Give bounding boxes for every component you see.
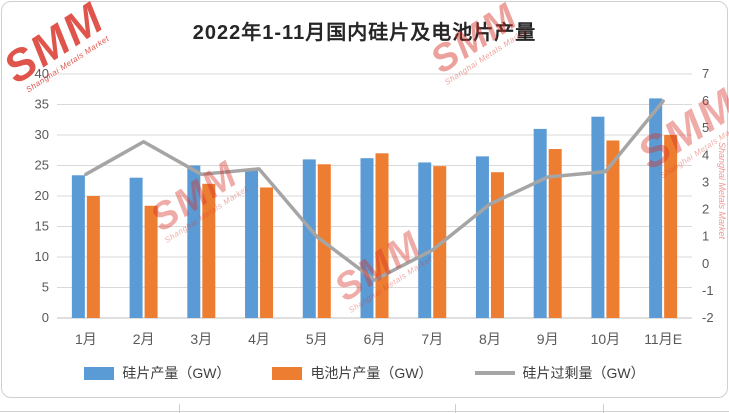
bar-7月: [418, 162, 432, 318]
bar-3月: [187, 165, 201, 318]
legend-item-wafer-production: 硅片产量（GW）: [84, 363, 230, 383]
svg-text:0: 0: [42, 310, 49, 325]
legend-item-wafer-surplus: 硅片过剩量（GW）: [474, 363, 645, 383]
chart-title: 2022年1-11月国内硅片及电池片产量: [192, 22, 537, 44]
next-table-column-divider: [455, 404, 456, 413]
bar-1月: [86, 196, 100, 318]
svg-text:-2: -2: [702, 310, 714, 325]
next-table-edge: [0, 411, 729, 412]
surplus-line: [84, 99, 665, 282]
next-table-column-divider: [179, 404, 180, 413]
bar-4月: [245, 168, 259, 318]
legend-label-cell: 电池片产量（GW）: [310, 365, 433, 381]
svg-text:6: 6: [702, 93, 709, 108]
bar-10月: [591, 116, 605, 318]
svg-text:1月: 1月: [75, 331, 97, 347]
bar-1月: [71, 175, 85, 318]
legend-item-cell-production: 电池片产量（GW）: [272, 363, 433, 383]
bar-8月: [490, 172, 504, 318]
svg-text:11月E: 11月E: [644, 331, 682, 347]
svg-text:3: 3: [702, 174, 709, 189]
chart-legend: 硅片产量（GW） 电池片产量（GW） 硅片过剩量（GW）: [0, 363, 729, 383]
svg-text:10月: 10月: [591, 331, 621, 347]
bar-2月: [144, 205, 158, 318]
bar-4月: [260, 187, 274, 318]
bar-6月: [375, 153, 389, 318]
legend-label-surplus: 硅片过剩量（GW）: [522, 365, 645, 381]
bar-9月: [533, 128, 547, 318]
svg-text:30: 30: [35, 127, 49, 142]
svg-text:7月: 7月: [421, 331, 443, 347]
svg-text:40: 40: [35, 66, 49, 81]
svg-text:20: 20: [35, 188, 49, 203]
svg-text:4: 4: [702, 147, 709, 162]
bar-9月: [548, 149, 562, 318]
svg-text:-1: -1: [702, 283, 714, 298]
svg-text:35: 35: [35, 97, 49, 112]
svg-text:10: 10: [35, 249, 49, 264]
svg-text:25: 25: [35, 158, 49, 173]
bar-6月: [360, 158, 374, 318]
svg-text:2月: 2月: [133, 331, 155, 347]
wafer-series-swatch: [84, 366, 115, 380]
bar-11月E: [664, 135, 678, 318]
svg-text:2: 2: [702, 202, 709, 217]
bar-11月E: [649, 98, 663, 319]
surplus-series-swatch: [474, 371, 515, 375]
bar-5月: [302, 159, 316, 318]
svg-text:8月: 8月: [479, 331, 501, 347]
cell-series-swatch: [272, 366, 303, 380]
svg-text:5月: 5月: [306, 331, 328, 347]
bar-2月: [129, 177, 143, 318]
svg-text:6月: 6月: [364, 331, 386, 347]
legend-label-wafer: 硅片产量（GW）: [122, 365, 231, 381]
bar-8月: [475, 156, 489, 318]
svg-text:5: 5: [702, 120, 709, 135]
svg-text:9月: 9月: [537, 331, 559, 347]
svg-text:7: 7: [702, 66, 709, 81]
svg-text:4月: 4月: [248, 331, 270, 347]
svg-text:15: 15: [35, 219, 49, 234]
bar-10月: [606, 140, 620, 318]
svg-text:3月: 3月: [190, 331, 212, 347]
svg-text:0: 0: [702, 256, 709, 271]
next-table-column-divider: [603, 404, 604, 413]
svg-text:1: 1: [702, 229, 709, 244]
svg-text:5: 5: [42, 280, 49, 295]
bar-3月: [202, 183, 216, 318]
